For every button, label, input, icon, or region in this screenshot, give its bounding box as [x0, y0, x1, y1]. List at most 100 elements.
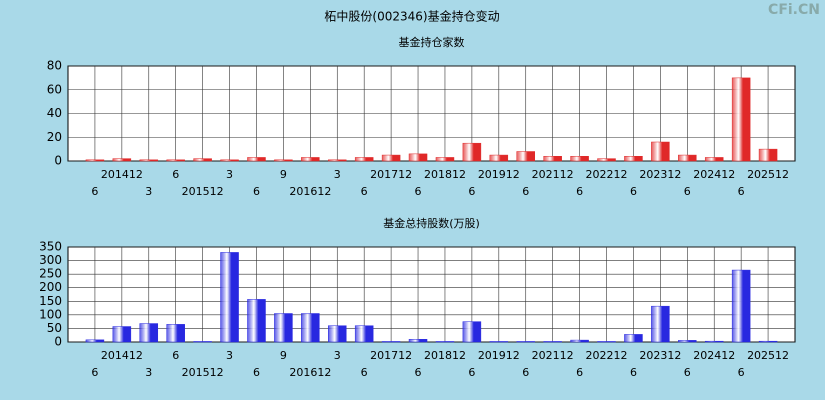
bar — [758, 148, 778, 162]
x-tick-label: 202112 — [532, 168, 574, 181]
plot-area — [67, 246, 796, 343]
bar — [516, 341, 535, 343]
y-tick-label: 350 — [39, 240, 62, 254]
bar — [597, 158, 616, 162]
x-tick-label: 6 — [522, 185, 529, 198]
x-tick-label: 201412 — [101, 168, 143, 181]
y-tick-label: 300 — [39, 253, 62, 267]
x-tick-label: 6 — [91, 366, 98, 379]
bar — [193, 341, 212, 343]
bar — [220, 159, 239, 162]
y-tick-label: 80 — [47, 59, 62, 73]
x-tick-label: 6 — [253, 185, 260, 198]
bar — [247, 157, 266, 162]
x-tick-label: 201612 — [289, 366, 331, 379]
bar — [624, 156, 643, 162]
bar — [381, 154, 401, 162]
bar — [301, 157, 320, 162]
bar — [112, 158, 132, 162]
x-tick-label: 202212 — [586, 349, 628, 362]
x-tick-label: 6 — [172, 168, 179, 181]
bar — [328, 325, 347, 343]
bar — [489, 341, 509, 343]
bar — [408, 339, 428, 343]
y-tick-label: 200 — [39, 280, 62, 294]
y-tick-label: 100 — [39, 307, 62, 321]
x-tick-label: 201512 — [182, 185, 224, 198]
y-tick-label: 40 — [47, 106, 62, 120]
bar — [354, 325, 374, 343]
x-tick-label: 6 — [415, 185, 422, 198]
chart-title: 基金持仓家数 — [399, 35, 465, 49]
bar — [731, 269, 751, 343]
x-tick-label: 6 — [91, 185, 98, 198]
x-tick-label: 6 — [468, 366, 475, 379]
chart-title: 基金总持股数(万股) — [383, 216, 480, 230]
bar — [489, 154, 509, 162]
bar — [731, 77, 751, 162]
x-tick-label: 3 — [334, 349, 341, 362]
x-tick-label: 6 — [576, 366, 583, 379]
x-tick-label: 202512 — [747, 168, 789, 181]
x-tick-label: 6 — [361, 185, 368, 198]
x-tick-label: 6 — [361, 366, 368, 379]
y-tick-label: 20 — [47, 130, 62, 144]
bar — [597, 341, 616, 343]
x-tick-label: 6 — [415, 366, 422, 379]
bar — [704, 340, 724, 343]
x-tick-label: 6 — [684, 366, 691, 379]
bar — [435, 341, 455, 343]
x-tick-label: 9 — [280, 349, 287, 362]
page-title: 柘中股份(002346)基金持仓变动 — [324, 9, 499, 24]
y-tick-label: 0 — [54, 154, 62, 168]
y-tick-label: 50 — [47, 321, 62, 335]
bar — [543, 156, 562, 162]
bar — [247, 299, 266, 343]
bar — [516, 151, 535, 162]
y-tick-label: 150 — [39, 294, 62, 308]
bar — [462, 321, 482, 343]
x-tick-label: 6 — [468, 185, 475, 198]
bar — [139, 159, 159, 162]
bar — [166, 324, 185, 343]
bar — [193, 158, 212, 162]
y-tick-label: 0 — [54, 335, 62, 349]
x-tick-label: 202512 — [747, 349, 789, 362]
x-tick-label: 202312 — [639, 349, 681, 362]
x-tick-label: 3 — [334, 168, 341, 181]
bar — [354, 157, 374, 162]
x-tick-label: 6 — [522, 366, 529, 379]
bar — [678, 154, 697, 162]
x-tick-label: 201812 — [424, 168, 466, 181]
bar — [704, 157, 724, 162]
x-tick-label: 201412 — [101, 349, 143, 362]
x-tick-label: 6 — [684, 185, 691, 198]
y-tick-label: 250 — [39, 267, 62, 281]
bar — [543, 341, 562, 343]
bar — [274, 313, 293, 343]
x-tick-label: 6 — [738, 185, 745, 198]
x-tick-label: 6 — [630, 185, 637, 198]
watermark: CFi.CN — [768, 2, 820, 18]
x-tick-label: 6 — [738, 366, 745, 379]
x-tick-label: 201812 — [424, 349, 466, 362]
x-tick-label: 202412 — [693, 349, 735, 362]
x-tick-label: 3 — [226, 349, 233, 362]
bar — [274, 159, 293, 162]
x-tick-label: 201912 — [478, 168, 520, 181]
bar — [139, 323, 159, 343]
x-tick-label: 6 — [576, 185, 583, 198]
y-tick-label: 60 — [47, 82, 62, 96]
x-tick-label: 201712 — [370, 168, 412, 181]
x-tick-label: 201512 — [182, 366, 224, 379]
bar — [462, 142, 482, 162]
bar — [678, 340, 697, 343]
bar — [651, 141, 670, 162]
bar — [166, 159, 185, 162]
x-tick-label: 3 — [145, 366, 152, 379]
bar — [435, 157, 455, 162]
x-tick-label: 3 — [145, 185, 152, 198]
x-tick-label: 6 — [172, 349, 179, 362]
